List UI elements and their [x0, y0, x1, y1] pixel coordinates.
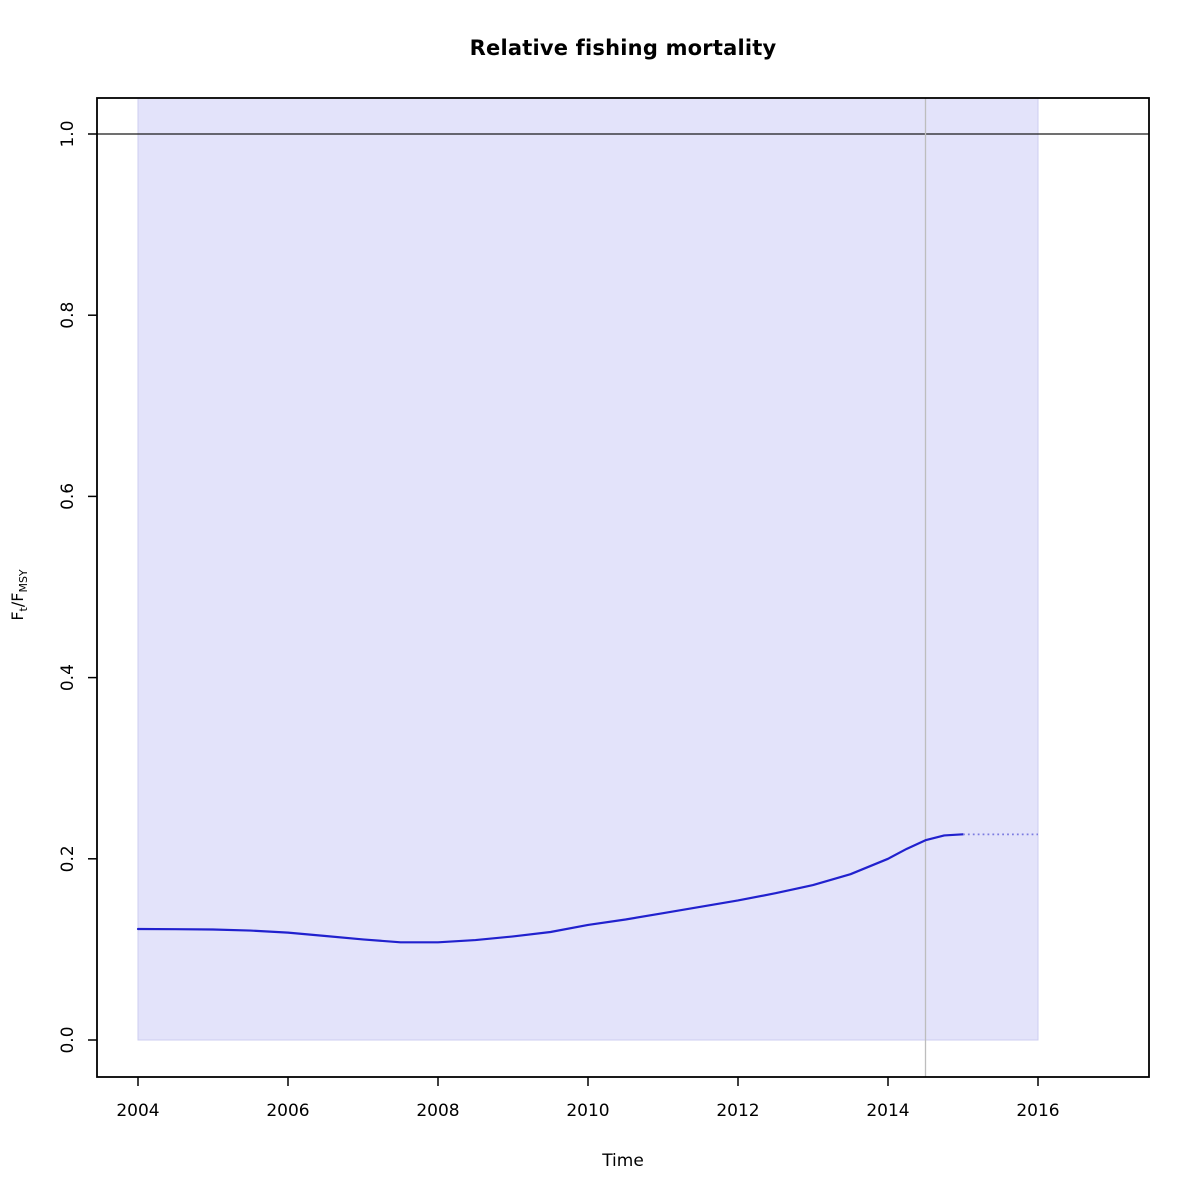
chart-title: Relative fishing mortality	[469, 36, 777, 60]
x-tick-label: 2004	[116, 1101, 159, 1121]
y-axis-title-f1: F	[8, 611, 27, 621]
x-axis-title: Time	[602, 1151, 644, 1171]
x-tick-label: 2010	[566, 1101, 609, 1121]
y-tick-label: 0.0	[58, 1026, 78, 1053]
y-tick-label: 0.2	[58, 845, 78, 872]
y-tick-label: 0.4	[58, 664, 78, 691]
x-tick-label: 2016	[1016, 1101, 1059, 1121]
plot-border	[96, 97, 1150, 1078]
y-tick-label: 0.8	[58, 302, 78, 329]
confidence-band	[137, 99, 1039, 1041]
y-axis-title: Ft/FMSY	[5, 515, 31, 675]
y-tick-label: 0.6	[58, 483, 78, 510]
x-tick-label: 2008	[416, 1101, 459, 1121]
x-tick-label: 2012	[716, 1101, 759, 1121]
x-tick-label: 2014	[866, 1101, 909, 1121]
x-tick-label: 2006	[266, 1101, 309, 1121]
y-axis-title-slash: /	[8, 601, 27, 608]
y-axis-title-f2: F	[8, 592, 27, 602]
y-axis-title-sub-t: t	[17, 607, 31, 612]
fmsy-ratio-line	[136, 833, 965, 944]
y-tick-label: 1.0	[58, 120, 78, 147]
y-axis-title-sub-msy: MSY	[17, 569, 31, 593]
